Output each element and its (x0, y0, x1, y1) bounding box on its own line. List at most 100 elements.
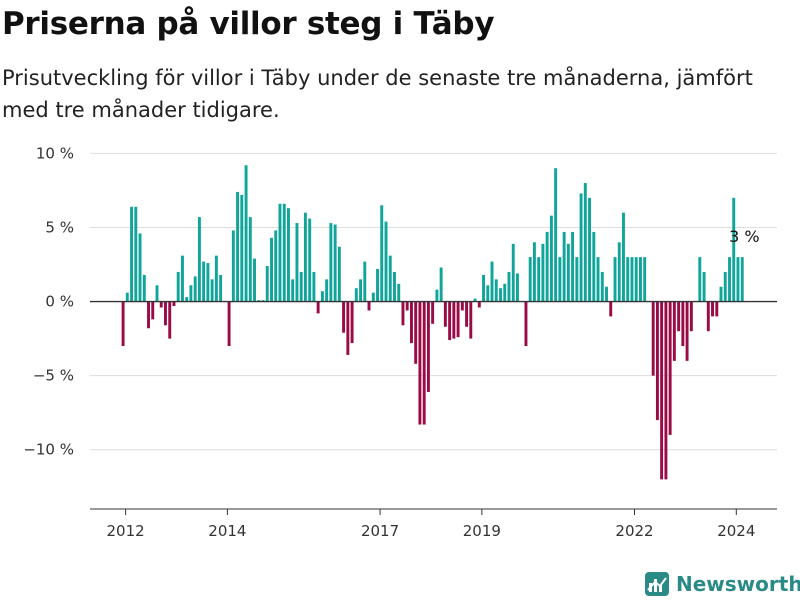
bar (363, 261, 367, 302)
bar (316, 301, 320, 314)
chart-title: Priserna på villor steg i Täby (2, 6, 495, 42)
bar (329, 223, 333, 302)
bar (634, 257, 638, 302)
bar (575, 257, 579, 302)
bar (698, 257, 702, 302)
bar (130, 206, 134, 302)
bar (605, 286, 608, 302)
bar (142, 274, 146, 302)
brand-name: Newsworthy (676, 572, 800, 596)
y-tick-label: −10 % (23, 441, 74, 459)
bar (706, 301, 710, 332)
bar (253, 258, 256, 302)
bar (121, 301, 125, 347)
bar (176, 271, 180, 302)
bar (197, 217, 201, 302)
bar (147, 301, 150, 329)
y-tick-label: −5 % (33, 367, 74, 385)
bar (350, 301, 354, 344)
bar (359, 279, 363, 302)
bar (723, 271, 727, 302)
bar (600, 271, 604, 302)
bar (469, 301, 473, 339)
bar (439, 267, 443, 302)
bar (435, 289, 439, 302)
bar (736, 257, 740, 302)
bar (244, 165, 248, 302)
bar (393, 271, 396, 302)
bar (287, 208, 290, 302)
bar (452, 301, 456, 339)
bar (354, 288, 358, 302)
bar (257, 300, 261, 302)
bar (155, 285, 159, 302)
x-tick-label: 2012 (107, 522, 145, 540)
bars (121, 165, 744, 480)
newsworthy-logo-icon (645, 572, 669, 596)
bar (265, 266, 269, 302)
axes: 10 % 5 % 0 % −5 % −10 % 2012 2014 2017 2019 2022 2… (23, 144, 777, 540)
bar (303, 212, 307, 302)
bar (270, 237, 273, 302)
bar (477, 301, 481, 308)
bar (715, 301, 719, 317)
bar (494, 279, 498, 302)
bar (490, 261, 494, 302)
bar (689, 301, 693, 332)
bar (159, 301, 163, 308)
bar (664, 301, 668, 480)
bar (431, 301, 435, 324)
bar (261, 300, 265, 302)
bar (333, 224, 337, 302)
bar (583, 183, 587, 302)
bar (532, 242, 536, 302)
bar (371, 292, 375, 302)
bar (401, 301, 405, 326)
bar (231, 230, 235, 302)
bar (342, 301, 346, 333)
bar (592, 231, 596, 302)
bar (325, 279, 329, 302)
bar (210, 279, 214, 302)
bar (138, 233, 142, 302)
bar (388, 255, 392, 302)
bar (541, 243, 545, 302)
bar (193, 276, 197, 302)
bar (528, 257, 532, 302)
bar (558, 257, 562, 302)
bar (151, 301, 155, 320)
bar (448, 301, 452, 341)
bar (732, 197, 736, 302)
bar (397, 283, 401, 302)
bar (711, 301, 714, 317)
x-tick-label: 2022 (615, 522, 653, 540)
bar (630, 257, 634, 302)
bar (376, 268, 379, 302)
bar (337, 246, 341, 302)
bar (410, 301, 413, 344)
bar (456, 301, 460, 338)
bar (728, 257, 731, 302)
bar (639, 257, 642, 302)
y-tick-label: 10 % (36, 144, 74, 162)
bar (681, 301, 685, 347)
bar (414, 301, 418, 364)
bar (486, 285, 490, 302)
bar (622, 212, 625, 302)
bar (609, 301, 613, 317)
bar (236, 191, 240, 302)
bar (291, 279, 295, 302)
bar (219, 274, 223, 302)
bar (181, 255, 184, 302)
bar (164, 301, 167, 326)
bar (668, 301, 672, 435)
bar (571, 231, 575, 302)
bar (367, 301, 371, 311)
bar (422, 301, 426, 425)
bar (613, 257, 617, 302)
chart-subtitle: Prisutveckling för villor i Täby under d… (2, 66, 753, 122)
bar (651, 301, 655, 376)
bar (443, 301, 447, 327)
bar (227, 301, 231, 347)
